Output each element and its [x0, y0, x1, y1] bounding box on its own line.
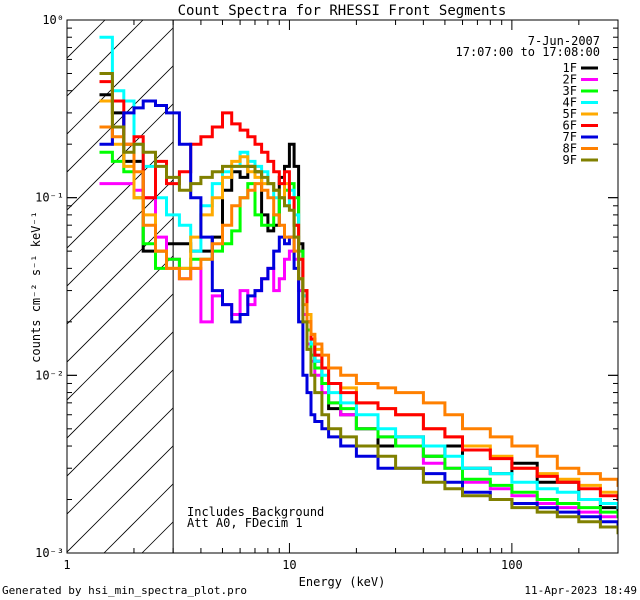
y-tick-label: 10⁰ — [42, 13, 64, 27]
legend-label-9F: 9F — [563, 153, 577, 167]
legend-label-6F: 6F — [563, 119, 577, 133]
legend-label-3F: 3F — [563, 84, 577, 98]
x-tick-label: 100 — [501, 558, 523, 572]
timestamp-label: 11-Apr-2023 18:49 — [524, 584, 637, 597]
legend-label-7F: 7F — [563, 130, 577, 144]
x-tick-label: 1 — [63, 558, 70, 572]
spectra-series-group — [99, 35, 618, 535]
plot-frame — [66, 19, 619, 554]
date-label: 7-Jun-2007 — [528, 34, 600, 48]
hatch-line — [67, 20, 182, 135]
y-tick-label: 10⁻¹ — [35, 191, 64, 205]
legend-label-2F: 2F — [563, 73, 577, 87]
x-axis-label: Energy (keV) — [299, 575, 386, 589]
generated-by-label: Generated by hsi_min_spectra_plot.pro — [2, 584, 247, 597]
y-axis-label: counts cm⁻² s⁻¹ keV⁻¹ — [29, 211, 43, 363]
legend-label-4F: 4F — [563, 96, 577, 110]
series-8F-line — [99, 125, 618, 487]
axes: 1 10 100 10⁻³ 10⁻² 10⁻¹ 10⁰ — [35, 13, 619, 572]
y-tick-label: 10⁻² — [35, 368, 64, 382]
series-9F-line — [99, 72, 618, 535]
legend-label-1F: 1F — [563, 61, 577, 75]
time-range-label: 17:07:00 to 17:08:00 — [456, 45, 601, 59]
annotation-background: Includes Background — [187, 505, 324, 519]
annotation-attenuator: Att A0, FDecim 1 — [187, 516, 303, 530]
legend-label-5F: 5F — [563, 107, 577, 121]
hatch-line — [67, 20, 258, 211]
y-tick-label: 10⁻³ — [35, 546, 64, 560]
hatch-line — [67, 20, 220, 173]
x-tick-label: 10 — [282, 558, 296, 572]
legend-label-8F: 8F — [563, 142, 577, 156]
chart-title: Count Spectra for RHESSI Front Segments — [178, 3, 507, 19]
hatch-line — [67, 20, 106, 59]
